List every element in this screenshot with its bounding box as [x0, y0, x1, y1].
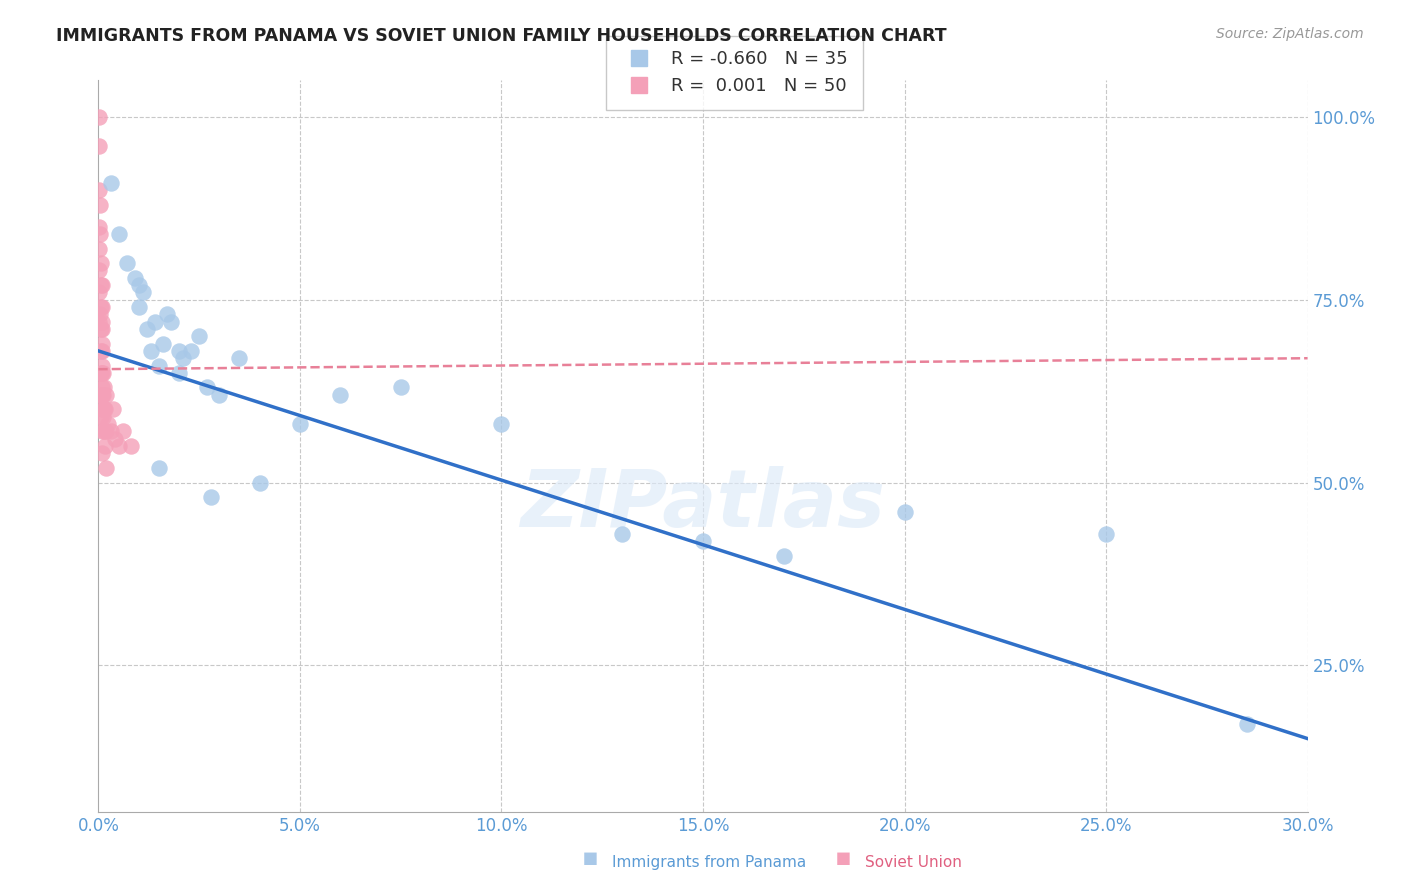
Point: [90, 278, 112, 293]
Point: [94, 439, 117, 453]
Point: [195, 380, 218, 394]
Point: [128, 300, 150, 314]
Point: [329, 388, 352, 402]
Point: [91, 409, 114, 424]
Text: ▪: ▪: [835, 846, 852, 870]
Point: [91, 380, 114, 394]
Point: [893, 505, 915, 519]
Point: [91, 336, 114, 351]
Point: [132, 285, 155, 300]
Point: [90, 300, 112, 314]
Point: [89, 263, 111, 277]
Point: [90, 409, 112, 424]
Point: [389, 380, 412, 394]
Point: [89, 315, 111, 329]
Point: [491, 417, 513, 431]
Point: [91, 446, 114, 460]
Point: [89, 197, 111, 211]
Point: [160, 315, 183, 329]
Point: [90, 366, 112, 380]
Point: [91, 366, 114, 380]
Point: [172, 351, 194, 366]
Point: [288, 417, 311, 431]
Point: [90, 322, 112, 336]
Point: [93, 425, 115, 439]
Point: [100, 176, 122, 190]
Point: [188, 329, 211, 343]
Point: [139, 343, 162, 358]
Point: [103, 432, 125, 446]
Point: [228, 351, 250, 366]
Point: [93, 380, 115, 394]
Point: [91, 359, 114, 373]
Point: [96, 461, 118, 475]
Point: [111, 425, 134, 439]
Point: [90, 256, 112, 270]
Point: [90, 388, 112, 402]
Point: [128, 278, 150, 293]
Point: [208, 388, 231, 402]
Text: Immigrants from Panama: Immigrants from Panama: [612, 855, 806, 870]
Point: [89, 139, 111, 153]
Point: [101, 402, 124, 417]
Point: [107, 439, 129, 453]
Point: [89, 227, 111, 241]
Point: [612, 526, 634, 541]
Point: [90, 278, 112, 293]
Point: [156, 307, 179, 321]
Point: [91, 388, 114, 402]
Point: [1236, 717, 1258, 731]
Text: IMMIGRANTS FROM PANAMA VS SOVIET UNION FAMILY HOUSEHOLDS CORRELATION CHART: IMMIGRANTS FROM PANAMA VS SOVIET UNION F…: [56, 27, 946, 45]
Point: [100, 425, 122, 439]
Point: [90, 343, 112, 358]
Text: Soviet Union: Soviet Union: [865, 855, 962, 870]
Legend: R = -0.660   N = 35, R =  0.001   N = 50: R = -0.660 N = 35, R = 0.001 N = 50: [606, 36, 863, 110]
Point: [94, 402, 117, 417]
Point: [180, 343, 202, 358]
Point: [120, 439, 142, 453]
Point: [96, 388, 118, 402]
Point: [93, 402, 115, 417]
Point: [167, 366, 190, 380]
Point: [115, 256, 138, 270]
Point: [90, 343, 112, 358]
Point: [91, 402, 114, 417]
Point: [89, 183, 111, 197]
Point: [90, 388, 112, 402]
Point: [89, 242, 111, 256]
Point: [97, 417, 120, 431]
Point: [107, 227, 129, 241]
Point: [96, 425, 118, 439]
Point: [249, 475, 271, 490]
Point: [148, 359, 170, 373]
Point: [1095, 526, 1118, 541]
Point: [89, 285, 111, 300]
Point: [90, 300, 112, 314]
Point: [692, 534, 714, 549]
Point: [772, 549, 794, 563]
Point: [91, 425, 114, 439]
Point: [167, 343, 190, 358]
Point: [90, 322, 112, 336]
Text: ZIPatlas: ZIPatlas: [520, 466, 886, 543]
Text: Source: ZipAtlas.com: Source: ZipAtlas.com: [1216, 27, 1364, 41]
Point: [90, 366, 112, 380]
Point: [200, 490, 222, 504]
Point: [143, 315, 166, 329]
Point: [124, 270, 146, 285]
Point: [91, 315, 114, 329]
Text: ▪: ▪: [582, 846, 599, 870]
Point: [89, 219, 111, 234]
Point: [89, 110, 111, 124]
Point: [148, 461, 170, 475]
Point: [152, 336, 174, 351]
Point: [89, 307, 111, 321]
Point: [135, 322, 157, 336]
